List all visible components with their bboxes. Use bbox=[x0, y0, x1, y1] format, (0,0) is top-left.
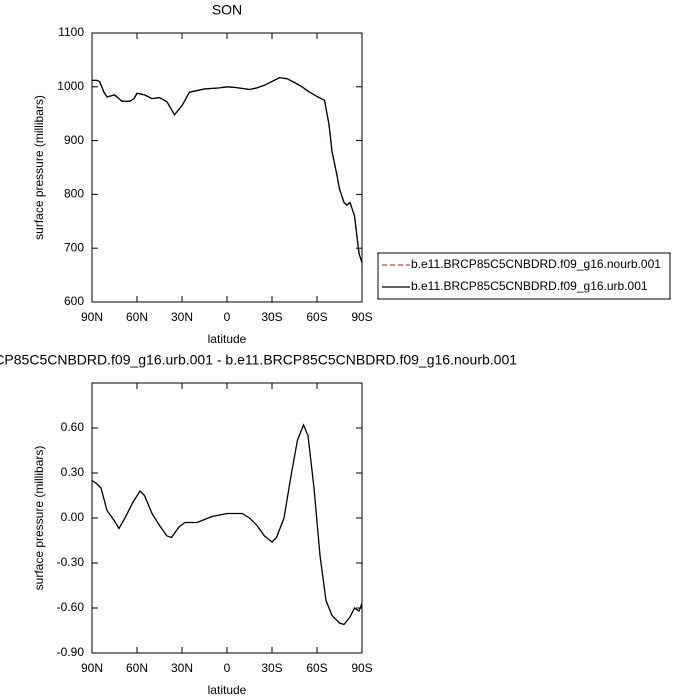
y-tick-label: -0.60 bbox=[57, 600, 85, 614]
legend-label: b.e11.BRCP85C5CNBDRD.f09_g16.urb.001 bbox=[411, 279, 648, 293]
y-tick-label: 0.60 bbox=[61, 420, 85, 434]
y-tick-label: 700 bbox=[64, 240, 84, 254]
x-tick-label: 90S bbox=[351, 661, 372, 675]
y-tick-label: 1000 bbox=[57, 79, 84, 93]
x-tick-label: 30S bbox=[261, 661, 282, 675]
y-axis-label: surface pressure (millibars) bbox=[32, 95, 46, 240]
x-axis-label: latitude bbox=[208, 683, 247, 697]
x-axis-label: latitude bbox=[208, 332, 247, 346]
chart-title: b.e11.BRCP85C5CNBDRD.f09_g16.urb.001 - b… bbox=[0, 352, 517, 368]
legend-label: b.e11.BRCP85C5CNBDRD.f09_g16.nourb.001 bbox=[411, 257, 661, 271]
y-tick-label: 800 bbox=[64, 187, 84, 201]
x-tick-label: 90N bbox=[81, 310, 103, 324]
x-tick-label: 0 bbox=[224, 310, 231, 324]
x-tick-label: 60S bbox=[306, 310, 327, 324]
plot-frame bbox=[91, 382, 363, 654]
data-line bbox=[92, 76, 363, 263]
plot-frame bbox=[91, 32, 363, 303]
x-tick-label: 30S bbox=[261, 310, 282, 324]
y-tick-label: -0.90 bbox=[57, 645, 85, 659]
chart-title: SON bbox=[212, 2, 242, 18]
x-tick-label: 30N bbox=[171, 310, 193, 324]
x-tick-label: 90S bbox=[351, 310, 372, 324]
x-tick-label: 90N bbox=[81, 661, 103, 675]
x-tick-label: 30N bbox=[171, 661, 193, 675]
y-tick-label: -0.30 bbox=[57, 555, 85, 569]
data-line bbox=[91, 423, 363, 626]
x-tick-label: 60N bbox=[126, 661, 148, 675]
data-line bbox=[92, 76, 363, 263]
y-tick-label: 900 bbox=[64, 133, 84, 147]
x-tick-label: 60N bbox=[126, 310, 148, 324]
y-tick-label: 1100 bbox=[58, 25, 84, 39]
x-tick-label: 60S bbox=[306, 661, 327, 675]
y-tick-label: 0.30 bbox=[61, 465, 85, 479]
legend-box bbox=[377, 252, 671, 300]
y-axis-label: surface pressure (millibars) bbox=[32, 446, 46, 591]
x-tick-label: 0 bbox=[224, 661, 231, 675]
y-tick-label: 600 bbox=[64, 294, 84, 308]
y-tick-label: 0.00 bbox=[61, 510, 85, 524]
